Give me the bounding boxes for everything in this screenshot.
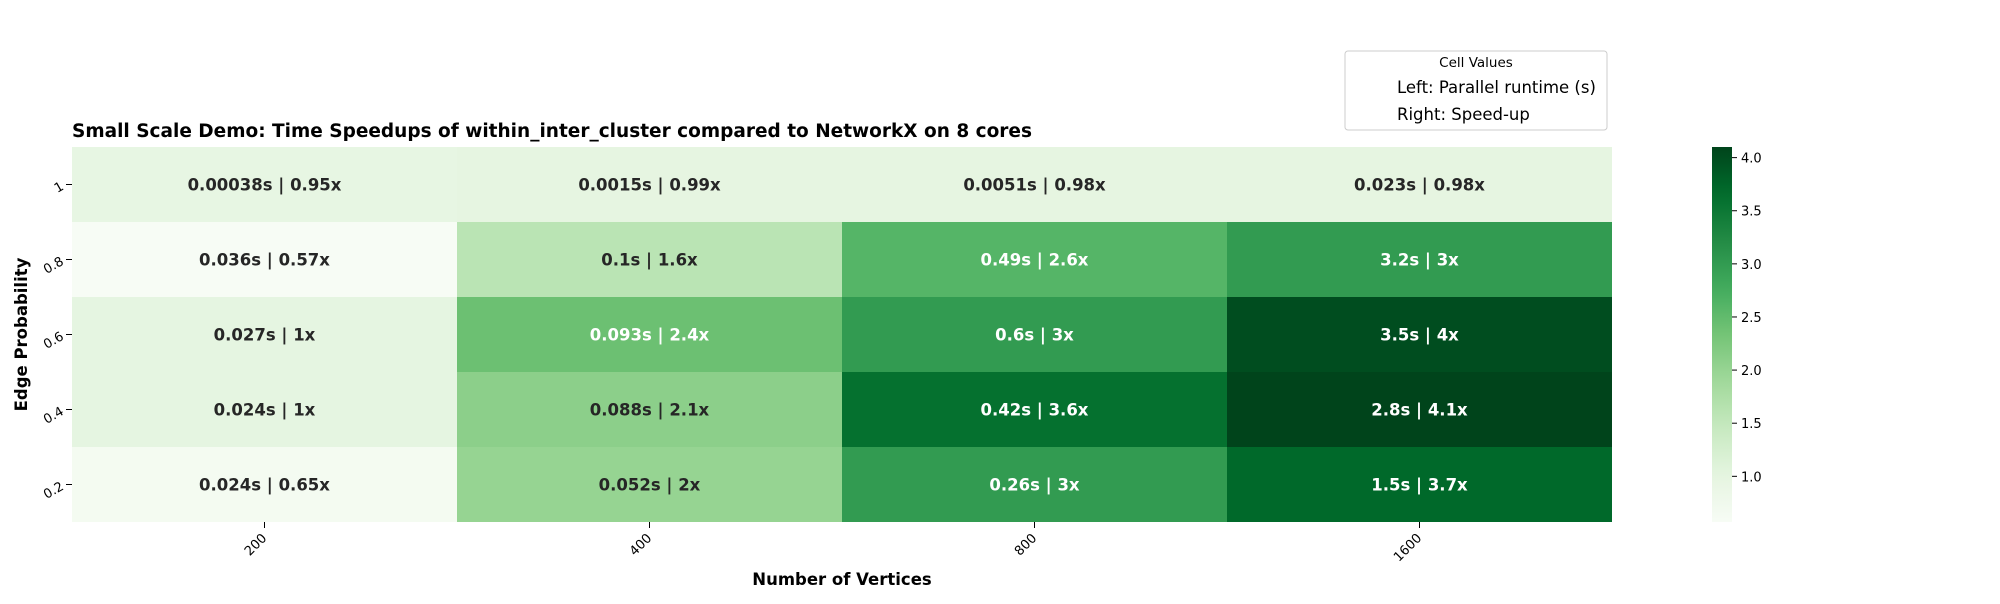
cell-label: 0.26s | 3x <box>989 476 1080 496</box>
cell-label: 0.00038s | 0.95x <box>188 176 342 196</box>
heatmap-cell <box>842 447 1227 522</box>
heatmap-cell <box>457 372 842 447</box>
colorbar-tick-label: 3.5 <box>1741 205 1762 220</box>
cell-label: 0.49s | 2.6x <box>981 251 1089 271</box>
y-tick-label: 0.4 <box>41 404 66 427</box>
heatmap-cell <box>1227 297 1612 372</box>
colorbar <box>1712 147 1732 522</box>
cell-label: 0.036s | 0.57x <box>199 251 330 271</box>
colorbar-tick-label: 4.0 <box>1741 152 1762 167</box>
cell-label: 0.42s | 3.6x <box>981 401 1089 421</box>
y-tick-label: 1 <box>52 179 67 196</box>
legend-box <box>1344 50 1608 131</box>
heatmap-cell <box>457 147 842 222</box>
x-axis-label: Number of Vertices <box>752 570 932 589</box>
cell-label: 0.023s | 0.98x <box>1354 176 1485 196</box>
heatmap-cell <box>457 447 842 522</box>
y-axis-label: Edge Probability <box>12 257 31 411</box>
legend-entry: Right: Speed-up <box>1397 105 1530 124</box>
heatmap-cell <box>72 372 457 447</box>
heatmap-cell <box>72 147 457 222</box>
chart-title: Small Scale Demo: Time Speedups of withi… <box>72 121 1032 142</box>
cell-label: 3.2s | 3x <box>1380 251 1459 271</box>
heatmap-cell <box>842 297 1227 372</box>
cell-label: 0.0051s | 0.98x <box>963 176 1106 196</box>
legend-title: Cell Values <box>1439 55 1513 71</box>
heatmap-cell <box>457 297 842 372</box>
heatmap-cell <box>72 447 457 522</box>
colorbar-tick-label: 1.0 <box>1741 470 1762 485</box>
colorbar-tick-label: 1.5 <box>1741 417 1762 432</box>
heatmap-cell <box>842 372 1227 447</box>
cell-label: 0.0015s | 0.99x <box>578 176 721 196</box>
cell-label: 2.8s | 4.1x <box>1371 401 1468 421</box>
legend-entry: Left: Parallel runtime (s) <box>1397 78 1596 97</box>
cell-label: 0.1s | 1.6x <box>601 251 698 271</box>
y-tick-label: 0.6 <box>41 329 66 352</box>
heatmap-cell <box>72 297 457 372</box>
cell-label: 0.024s | 1x <box>214 401 316 421</box>
x-tick-label: 400 <box>627 531 655 559</box>
cell-label: 0.093s | 2.4x <box>590 326 710 346</box>
cell-label: 0.052s | 2x <box>599 476 701 496</box>
heatmap-cell <box>457 222 842 297</box>
cell-label: 0.088s | 2.1x <box>590 401 710 421</box>
x-tick-label: 200 <box>242 531 270 559</box>
heatmap-cell <box>1227 222 1612 297</box>
y-tick-label: 0.8 <box>41 254 66 277</box>
cell-label: 3.5s | 4x <box>1380 326 1459 346</box>
x-tick-label: 800 <box>1012 531 1040 559</box>
cell-label: 0.027s | 1x <box>214 326 316 346</box>
heatmap-cell <box>1227 147 1612 222</box>
y-tick-label: 0.2 <box>41 479 66 502</box>
colorbar-tick-label: 2.0 <box>1741 364 1762 379</box>
cell-label: 1.5s | 3.7x <box>1371 476 1468 496</box>
colorbar-tick-label: 2.5 <box>1741 311 1762 326</box>
heatmap-cell <box>842 147 1227 222</box>
colorbar-tick-label: 3.0 <box>1741 258 1762 273</box>
heatmap-cell <box>842 222 1227 297</box>
heatmap-cell <box>1227 372 1612 447</box>
heatmap-cell <box>1227 447 1612 522</box>
cell-label: 0.6s | 3x <box>995 326 1074 346</box>
heatmap-cell <box>72 222 457 297</box>
cell-label: 0.024s | 0.65x <box>199 476 330 496</box>
x-tick-label: 1600 <box>1391 531 1425 565</box>
